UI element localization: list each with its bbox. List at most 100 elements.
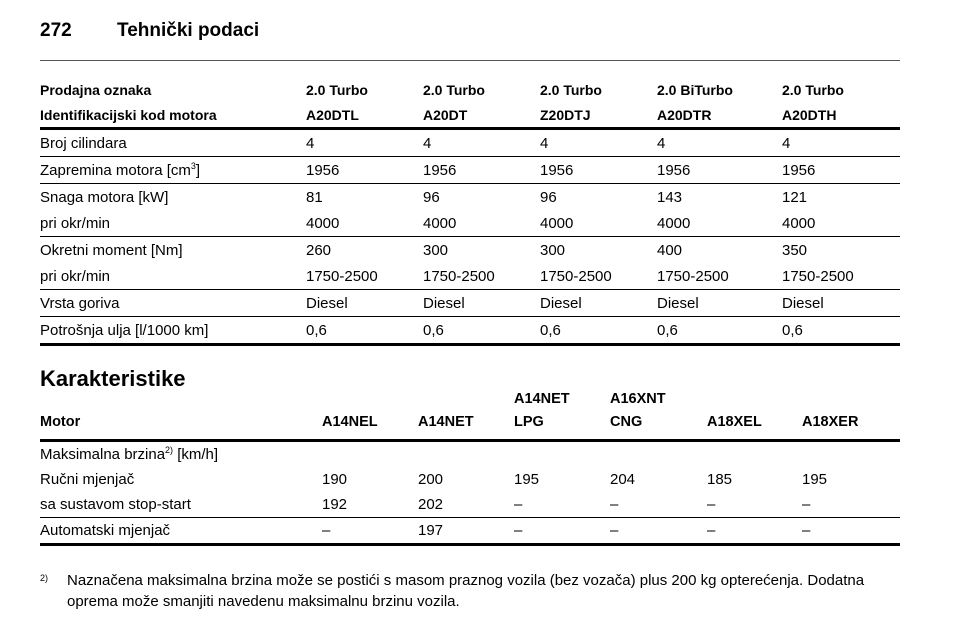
row-label: Snaga motora [kW] (40, 188, 169, 206)
table-row: Broj cilindara 4 4 4 4 4 (40, 128, 900, 157)
cell: – (802, 492, 900, 518)
header-cell: A14NEL (322, 388, 418, 442)
label-text: [km/h] (173, 446, 219, 463)
cell: 1750-2500 (423, 263, 540, 290)
cell: 195 (514, 471, 540, 488)
table-row: Ručni mjenjač 190 200 195 204 185 195 (40, 467, 900, 492)
cell: 197 (418, 517, 514, 546)
row-label: Zapremina motora [cm3] (40, 156, 306, 184)
cell: 202 (418, 492, 514, 518)
table-row: pri okr/min 1750-2500 1750-2500 1750-2500 17… (40, 263, 900, 290)
label-sup: 3 (190, 160, 196, 171)
cell: – (514, 492, 610, 518)
header-row: Identifikacijski kod motora A20DTL A20DT Z2… (40, 102, 900, 130)
header-cell: A20DTR (657, 102, 782, 130)
cell: 1956 (540, 156, 657, 184)
cell: 1956 (657, 156, 782, 184)
header-cell: Motor (40, 388, 322, 442)
header-cell: 2.0 BiTurbo (657, 81, 733, 98)
header-line: A18XER (802, 414, 859, 430)
cell: – (707, 492, 802, 518)
cell: 0,6 (782, 316, 900, 346)
cell: 192 (322, 492, 418, 518)
table-row: Maksimalna brzina2) [km/h] (40, 441, 900, 468)
footnote-text: Naznačena maksimalna brzina može se post… (67, 572, 865, 610)
header-line: A16XNT (610, 391, 666, 407)
cell: 0,6 (423, 316, 540, 346)
cell: Diesel (540, 289, 657, 317)
cell: 4 (782, 128, 900, 157)
row-label: Automatski mjenjač (40, 517, 322, 546)
cell: 0,6 (306, 316, 423, 346)
footnote: 2) Naznačena maksimalna brzina može se p… (40, 570, 900, 612)
header-row: Prodajna oznaka 2.0 Turbo 2.0 Turbo 2.0 Tur… (40, 77, 900, 102)
header-cell: A20DTL (306, 102, 423, 130)
header-cell: 2.0 Turbo (540, 81, 602, 98)
page-number: 272 (40, 20, 72, 41)
cell: 300 (423, 241, 449, 259)
cell: 1956 (423, 156, 540, 184)
header-line: A14NET (418, 414, 474, 430)
header-cell: 2.0 Turbo (782, 81, 844, 98)
label-text: ] (195, 161, 201, 179)
row-label: pri okr/min (40, 210, 306, 237)
cell: 96 (423, 188, 440, 206)
cell: 1956 (306, 156, 423, 184)
cell: 300 (540, 241, 566, 259)
cell (418, 441, 514, 468)
label-text: Zapremina motora [cm (40, 161, 191, 179)
cell (802, 441, 900, 468)
row-label: pri okr/min (40, 263, 306, 290)
label-sup: 2) (165, 445, 174, 455)
cell: 4000 (782, 210, 900, 237)
header-line: CNG (610, 414, 643, 430)
table-row: sa sustavom stop-start 192 202– – – – (40, 492, 900, 518)
cell: 1750-2500 (782, 263, 900, 290)
header-cell: A18XER (802, 388, 900, 442)
row-label: Okretni moment [Nm] (40, 241, 183, 259)
header-line: A18XEL (707, 414, 762, 430)
row-label: Vrsta goriva (40, 289, 306, 317)
label-text: Maksimalna brzina (40, 446, 166, 463)
performance-table: Motor A14NEL A14NET A14NET LPG A16XNT CNG A18XE… (40, 388, 900, 546)
engine-table: Prodajna oznaka 2.0 Turbo 2.0 Turbo 2.0 Tur… (40, 77, 900, 346)
cell: Diesel (782, 289, 900, 317)
cell: 350 (782, 241, 808, 259)
table-row: Okretni moment [Nm] 260 300 300 400 350 (40, 237, 900, 264)
row-label: Ručni mjenjač (40, 471, 135, 488)
cell: 4 (306, 128, 423, 157)
cell (610, 441, 707, 468)
header-cell: Identifikacijski kod motora (40, 102, 306, 130)
cell: 200 (418, 471, 444, 488)
cell: 0,6 (540, 316, 657, 346)
cell: 1750-2500 (540, 263, 657, 290)
cell: 81 (306, 188, 323, 206)
row-label: Maksimalna brzina2) [km/h] (40, 441, 322, 468)
header-line: LPG (514, 414, 544, 430)
page-title: Tehnički podaci (117, 20, 260, 41)
table-row: Zapremina motora [cm3] 1956 1956 1956 1956 19… (40, 156, 900, 184)
header-cell: 2.0 Turbo (306, 81, 368, 98)
header-cell: A18XEL (707, 388, 802, 442)
table-row: Automatski mjenjač –197– – – – (40, 517, 900, 546)
header-line: A14NET (514, 391, 570, 407)
header-line: A14NEL (322, 414, 378, 430)
cell: 1956 (782, 156, 900, 184)
section-title: Karakteristike (40, 366, 186, 391)
cell: 96 (540, 188, 557, 206)
cell: 4 (540, 128, 657, 157)
cell: 4000 (657, 210, 782, 237)
cell: Diesel (306, 289, 423, 317)
header-row: Motor A14NEL A14NET A14NET LPG A16XNT CNG A18XE… (40, 388, 900, 442)
cell: 4000 (540, 210, 657, 237)
footnote-marker: 2) (40, 573, 49, 583)
cell: 4 (423, 128, 540, 157)
header-cell: A14NET (418, 388, 514, 442)
header-cell: A20DT (423, 102, 540, 130)
cell: 1750-2500 (306, 263, 423, 290)
cell: 4000 (423, 210, 540, 237)
rule (40, 60, 900, 61)
cell: 121 (782, 188, 808, 206)
header-cell: A14NET LPG (514, 388, 610, 442)
